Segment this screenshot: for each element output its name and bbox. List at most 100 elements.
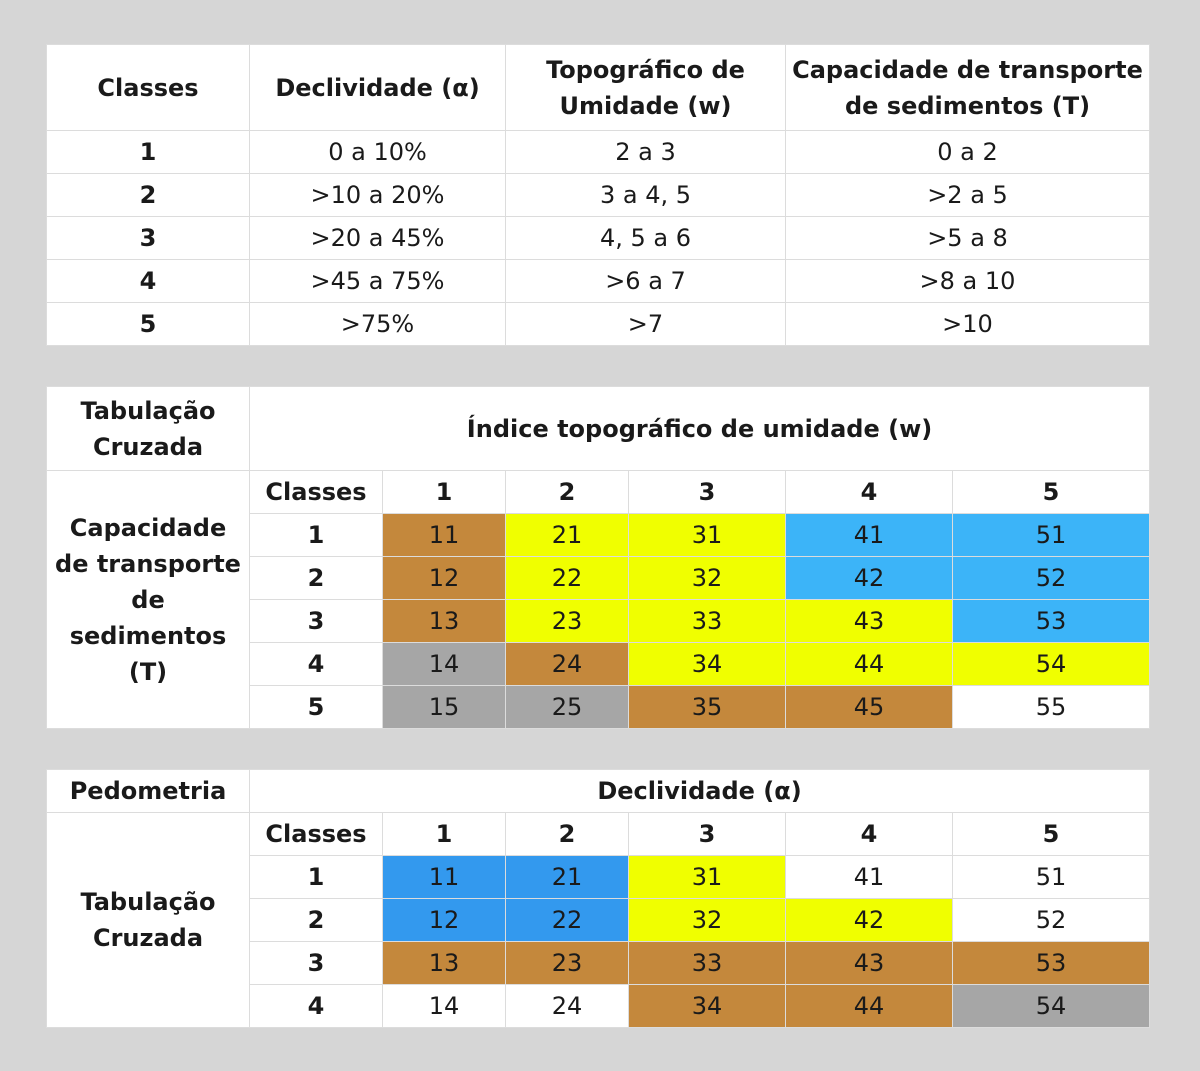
table-row: 3 13 23 33 43 53 <box>47 941 1151 985</box>
header-capacidade: Capacidade de transporte de sedimentos (… <box>785 44 1150 131</box>
table-row: 3 >20 a 45% 4, 5 a 6 >5 a 8 <box>46 216 1150 260</box>
cell: 3 a 4, 5 <box>505 173 786 217</box>
column-title: Índice topográfico de umidade (w) <box>248 386 1151 471</box>
corner-label: Pedometria <box>46 769 250 813</box>
cell: >20 a 45% <box>249 216 506 260</box>
matrix-cell: 32 <box>628 898 786 942</box>
cell: >5 a 8 <box>785 216 1150 260</box>
class-definition-table: Classes Declividade (α) Topográfico de U… <box>46 44 1150 346</box>
header-topografico: Topográfico de Umidade (w) <box>505 44 786 131</box>
row-title: Tabulação Cruzada <box>46 812 250 1028</box>
cross-tabulation-table: Tabulação Cruzada Índice topográfico de … <box>46 386 1151 729</box>
matrix-cell: 34 <box>628 642 786 686</box>
table-row: 1 0 a 10% 2 a 3 0 a 2 <box>46 130 1150 174</box>
matrix-cell: 52 <box>951 556 1151 600</box>
row-class: 4 <box>249 642 383 686</box>
table-header-row: Classes Declividade (α) Topográfico de U… <box>46 44 1150 131</box>
matrix-cell: 23 <box>505 599 629 643</box>
cell: 0 a 2 <box>785 130 1150 174</box>
row-class: 2 <box>249 898 383 942</box>
matrix-cell: 33 <box>628 941 786 985</box>
matrix-cell: 51 <box>951 513 1151 557</box>
class-header-row: Tabulação Cruzada Classes 1 2 3 4 5 <box>46 812 1151 1028</box>
col-class: 5 <box>951 812 1151 856</box>
matrix-cell: 41 <box>785 513 953 557</box>
cell: >8 a 10 <box>785 259 1150 303</box>
table-row: 3 13 23 33 43 53 <box>47 599 1151 643</box>
class-header-row: Capacidade de transporte de sedimentos (… <box>46 470 1151 729</box>
col-class: 2 <box>505 470 629 514</box>
row-class: 1 <box>249 855 383 899</box>
row-class: 2 <box>249 556 383 600</box>
matrix-cell: 53 <box>951 599 1151 643</box>
table-row: 5 >75% >7 >10 <box>46 302 1150 346</box>
matrix-cell: 12 <box>382 556 506 600</box>
header-declividade: Declividade (α) <box>249 44 506 131</box>
matrix-cell: 21 <box>505 855 629 899</box>
matrix-cell: 45 <box>785 685 953 729</box>
matrix-cell: 41 <box>785 855 953 899</box>
pedometria-table: Pedometria Declividade (α) Tabulação Cru… <box>46 769 1151 1028</box>
matrix-cell: 34 <box>628 984 786 1028</box>
cell: >75% <box>249 302 506 346</box>
matrix-cell: 32 <box>628 556 786 600</box>
table-row: 1 11 21 31 41 51 <box>47 513 1151 557</box>
matrix-cell: 14 <box>382 642 506 686</box>
row-class: 5 <box>249 685 383 729</box>
cell: >45 a 75% <box>249 259 506 303</box>
matrix-cell: 22 <box>505 556 629 600</box>
cell: 2 <box>46 173 250 217</box>
row-class: 3 <box>249 941 383 985</box>
matrix-cell: 11 <box>382 855 506 899</box>
matrix-cell: 24 <box>505 642 629 686</box>
matrix-cell: 55 <box>951 685 1151 729</box>
cell: 0 a 10% <box>249 130 506 174</box>
matrix-cell: 25 <box>505 685 629 729</box>
matrix-cell: 52 <box>951 898 1151 942</box>
corner-label: Tabulação Cruzada <box>46 386 250 471</box>
matrix-cell: 35 <box>628 685 786 729</box>
matrix-cell: 43 <box>785 941 953 985</box>
table-title-row: Tabulação Cruzada Índice topográfico de … <box>46 386 1151 471</box>
col-class: 1 <box>382 812 506 856</box>
cell: >10 <box>785 302 1150 346</box>
row-title: Capacidade de transporte de sedimentos (… <box>46 470 250 729</box>
matrix-cell: 24 <box>505 984 629 1028</box>
matrix-cell: 42 <box>785 898 953 942</box>
col-class: 5 <box>951 470 1151 514</box>
cell: 1 <box>46 130 250 174</box>
matrix-cell: 15 <box>382 685 506 729</box>
cell: >10 a 20% <box>249 173 506 217</box>
cell: 4 <box>46 259 250 303</box>
matrix-cell: 21 <box>505 513 629 557</box>
matrix-cell: 44 <box>785 984 953 1028</box>
matrix-cell: 13 <box>382 599 506 643</box>
col-class: 3 <box>628 470 786 514</box>
matrix-cell: 53 <box>951 941 1151 985</box>
table-row: 4 14 24 34 44 54 <box>47 642 1151 686</box>
classes-label: Classes <box>249 812 383 856</box>
matrix-cell: 43 <box>785 599 953 643</box>
column-title: Declividade (α) <box>248 769 1151 813</box>
table-row: 4 >45 a 75% >6 a 7 >8 a 10 <box>46 259 1150 303</box>
col-class: 1 <box>382 470 506 514</box>
matrix-cell: 33 <box>628 599 786 643</box>
col-class: 4 <box>785 470 953 514</box>
col-class: 4 <box>785 812 953 856</box>
matrix-cell: 31 <box>628 855 786 899</box>
matrix-cell: 14 <box>382 984 506 1028</box>
cell: 3 <box>46 216 250 260</box>
matrix-cell: 13 <box>382 941 506 985</box>
cell: 4, 5 a 6 <box>505 216 786 260</box>
matrix-cell: 11 <box>382 513 506 557</box>
table-row: 2 12 22 32 42 52 <box>47 556 1151 600</box>
cell: 2 a 3 <box>505 130 786 174</box>
table-row: 2 >10 a 20% 3 a 4, 5 >2 a 5 <box>46 173 1150 217</box>
table-row: 1 11 21 31 41 51 <box>47 855 1151 899</box>
matrix-cell: 31 <box>628 513 786 557</box>
matrix-cell: 54 <box>951 642 1151 686</box>
col-class: 3 <box>628 812 786 856</box>
table-title-row: Pedometria Declividade (α) <box>46 769 1151 813</box>
matrix-cell: 42 <box>785 556 953 600</box>
matrix-cell: 51 <box>951 855 1151 899</box>
